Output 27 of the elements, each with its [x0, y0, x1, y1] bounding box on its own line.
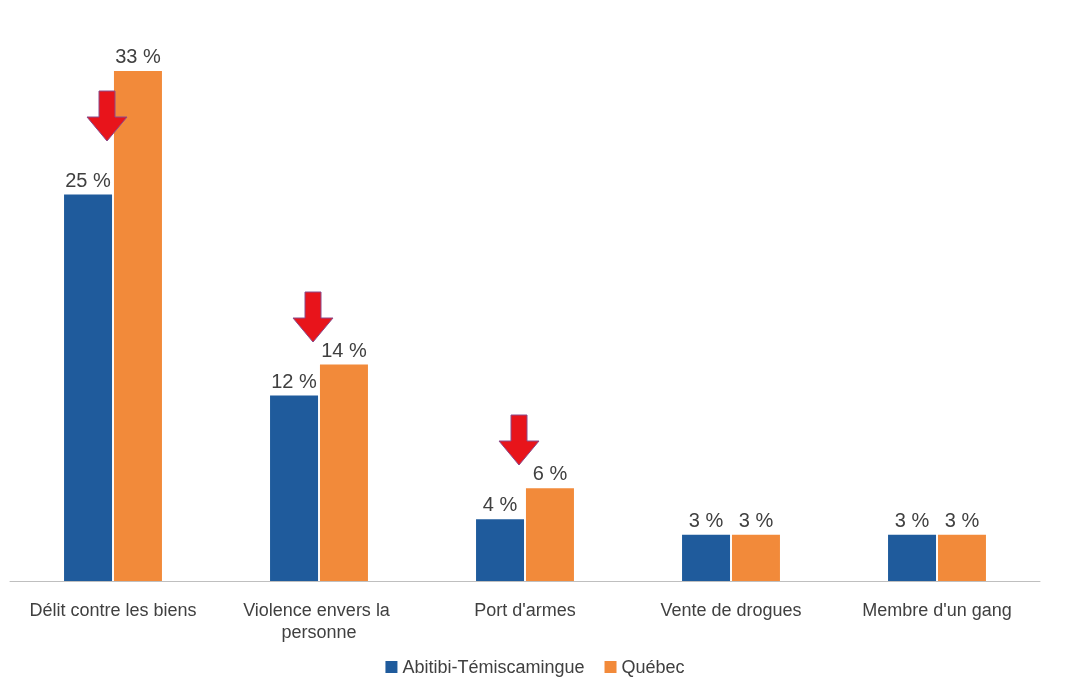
- x-tick-label: Membre d'un gang: [862, 600, 1012, 620]
- data-label: 3 %: [894, 508, 930, 531]
- x-tick-label: Délit contre les biens: [29, 600, 197, 620]
- data-label: 3 %: [688, 508, 724, 531]
- bar: [937, 534, 986, 581]
- data-label: 12 %: [271, 369, 318, 392]
- bar: [682, 534, 731, 581]
- legend-label: Québec: [621, 657, 685, 677]
- data-label: 3 %: [944, 508, 980, 531]
- data-label: 14 %: [321, 338, 367, 361]
- x-tick-label: Vente de drogues: [660, 600, 802, 620]
- bar: [64, 194, 113, 581]
- data-label: 33 %: [115, 44, 161, 67]
- data-label: 4 %: [482, 493, 518, 516]
- bar: [270, 395, 319, 581]
- bar: [888, 534, 937, 581]
- data-label: 25 %: [65, 168, 112, 191]
- data-label: 6 %: [532, 462, 568, 485]
- bar: [731, 534, 780, 581]
- x-tick-label: Violence envers la personne: [243, 600, 395, 642]
- data-label: 3 %: [738, 508, 774, 531]
- bar: [525, 488, 574, 581]
- legend-label: Abitibi-Témiscamingue: [402, 657, 585, 677]
- bar: [113, 70, 162, 581]
- x-tick-label: Port d'armes: [474, 600, 576, 620]
- bar: [319, 364, 368, 581]
- bar: [476, 519, 525, 581]
